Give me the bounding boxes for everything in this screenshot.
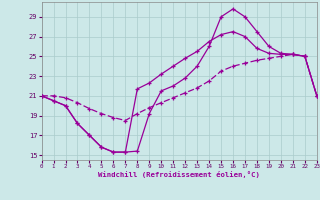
X-axis label: Windchill (Refroidissement éolien,°C): Windchill (Refroidissement éolien,°C) xyxy=(98,171,260,178)
